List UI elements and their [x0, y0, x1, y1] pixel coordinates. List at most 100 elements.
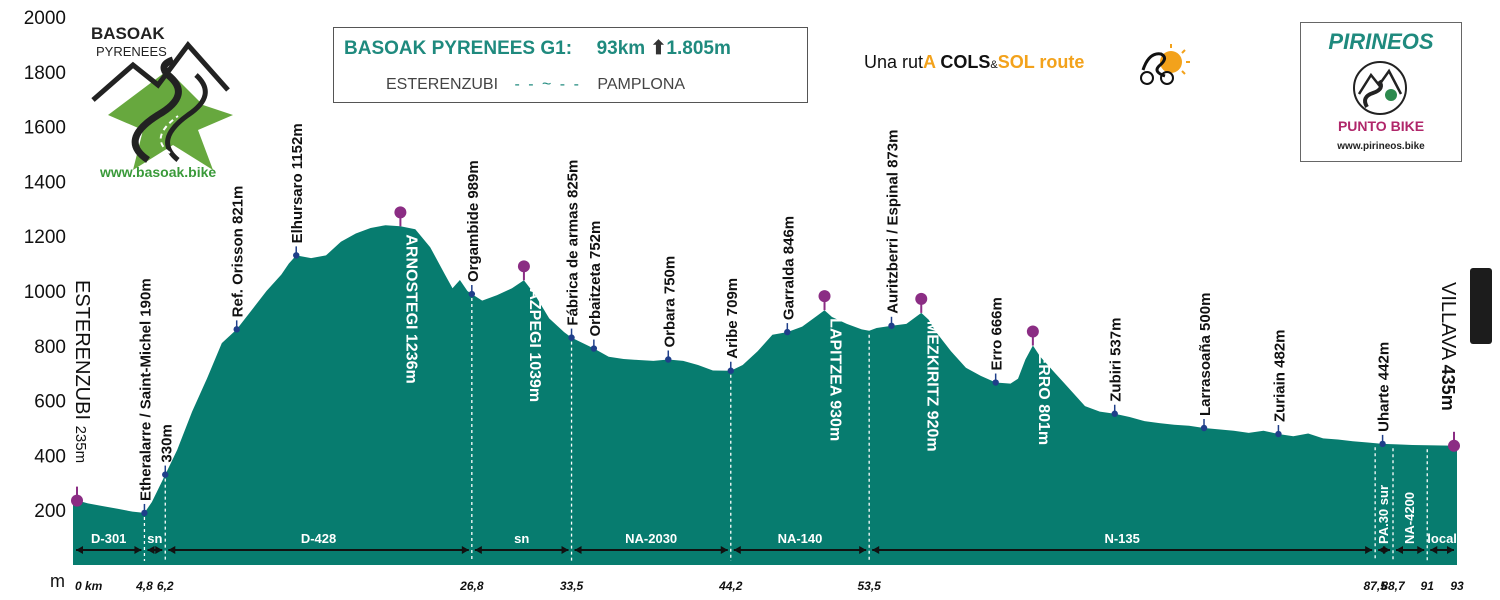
waypoint-label: Fábrica de armas 825m [565, 160, 582, 326]
climb-arrow-icon: ⬆ [650, 38, 667, 59]
summit-marker [915, 292, 928, 305]
arrow-right-icon [720, 546, 728, 554]
waypoint-label: Aribe 709m [724, 278, 741, 359]
waypoint-label: Etheralarre / Saint-Michel 190m [137, 278, 154, 501]
summit-marker [394, 206, 407, 219]
summit-label: ERRO 801m [1035, 354, 1052, 446]
waypoint-marker [568, 334, 575, 341]
y-tick-label: 400 [34, 446, 66, 467]
tagline-part: route [1034, 52, 1085, 72]
arrow-left-icon [76, 546, 83, 554]
punto-bike-label: PUNTO BIKE [1337, 118, 1425, 134]
basoak-url: www.basoak.bike [100, 164, 217, 180]
road-label: D-301 [91, 531, 126, 546]
y-tick-label: 1400 [24, 172, 66, 193]
x-tick-label: 26,8 [459, 579, 484, 593]
endpoint-label: VILLAVA 435m [1437, 282, 1459, 411]
waypoint-marker [1379, 440, 1386, 448]
arrow-right-icon [561, 546, 569, 554]
distance-unit-label: m [50, 571, 65, 591]
road-label: NA-4200 [1402, 492, 1417, 544]
waypoint-label: Orbara 750m [661, 256, 678, 348]
route-end: PAMPLONA [597, 76, 686, 93]
x-tick-label: 87,5 [1363, 579, 1387, 593]
summit-marker [818, 290, 831, 303]
x-tick-label: 88,7 [1381, 579, 1406, 593]
tagline-part: & [990, 59, 998, 71]
road-label: sn [147, 531, 162, 546]
summit-label: MEZKIRITZ 920m [923, 321, 940, 452]
arrow-left-icon [733, 546, 741, 554]
cols-sol-tagline: Una rutA COLS&SOL route [864, 52, 1084, 73]
tagline-part: A [923, 52, 941, 72]
road-label: sn [514, 531, 529, 546]
waypoint-marker [590, 345, 598, 352]
endpoint-altitude: 435m [1438, 365, 1458, 411]
summit-label: LAPITZEA 930m [827, 318, 844, 441]
road-label: NA-140 [778, 531, 823, 546]
basoak-logo-name: BASOAK [91, 24, 165, 43]
endpoint-marker [71, 494, 83, 507]
route-name: BASOAK PYRENEES G1: [344, 38, 573, 59]
waypoint-marker [1275, 430, 1282, 438]
y-tick-label: 200 [34, 501, 66, 522]
route-dash-icon: - - ~ - - [514, 76, 581, 93]
x-tick-label: 6,2 [157, 579, 174, 593]
route-distance: 93km [596, 38, 646, 59]
pirineos-url: www.pirineos.bike [1337, 141, 1425, 152]
endpoint-marker [1448, 439, 1460, 452]
route-title: BASOAK PYRENEES G1: 93km ⬆1.805m [344, 37, 731, 60]
x-tick-label: 33,5 [560, 579, 584, 593]
arrow-right-icon [1447, 546, 1454, 554]
basoak-logo-subtitle: PYRENEES [96, 44, 167, 59]
route-elevation-gain: 1.805m [666, 38, 731, 59]
y-tick-label: 2000 [24, 8, 66, 29]
y-tick-label: 1200 [24, 227, 66, 248]
waypoint-marker [468, 290, 476, 298]
route-start: ESTERENZUBI [386, 76, 499, 93]
arrow-left-icon [168, 546, 176, 554]
summit-marker [517, 260, 530, 273]
summit-label: ARNOSTEGI 1236m [402, 234, 419, 383]
waypoint-marker [293, 252, 300, 259]
road-label: PA.30 sur [1376, 485, 1391, 544]
y-tick-label: 1000 [24, 282, 66, 303]
arrow-right-icon [859, 546, 867, 554]
waypoint-label: Erro 666m [989, 297, 1006, 370]
waypoint-marker [1111, 410, 1118, 417]
arrow-left-icon [474, 546, 482, 554]
waypoint-marker [992, 379, 999, 386]
endpoint-name: VILLAVA [1437, 282, 1459, 365]
endpoint-altitude: 235m [72, 426, 89, 464]
pirineos-emblem-icon [1353, 61, 1407, 115]
endpoint-name: ESTERENZUBI [71, 280, 93, 426]
arrow-right-icon [1365, 546, 1373, 554]
arrow-left-icon [574, 546, 582, 554]
summit-label: AZPEGI 1039m [526, 288, 543, 402]
waypoint-label: Zuriain 482m [1271, 329, 1288, 422]
arrow-right-icon [1417, 546, 1425, 554]
pirineos-logo-box: PIRINEOS PUNTO BIKE www.pirineos.bike [1300, 22, 1462, 162]
arrow-right-icon [461, 546, 469, 554]
basoak-logo [91, 41, 233, 170]
waypoint-marker [727, 367, 734, 374]
waypoint-label: Orgambide 989m [465, 160, 482, 282]
cyclist-sun-icon [1140, 44, 1190, 85]
waypoint-label: Elhursaro 1152m [289, 123, 306, 243]
cc-license-icon [1470, 268, 1492, 344]
waypoint-label: Zubiri 537m [1108, 318, 1125, 402]
waypoint-marker [233, 326, 240, 333]
road-label: NA-2030 [625, 531, 677, 546]
x-tick-label: 53,5 [857, 579, 881, 593]
y-tick-label: 600 [34, 392, 66, 413]
arrow-left-icon [872, 546, 880, 554]
waypoint-label: Uharte 442m [1376, 342, 1393, 432]
road-label: local [1427, 531, 1457, 546]
route-endpoints: ESTERENZUBI - - ~ - - PAMPLONA [386, 76, 685, 94]
pirineos-logo-title: PIRINEOS [1328, 29, 1434, 54]
y-tick-label: 800 [34, 337, 66, 358]
waypoint-label: Orbaitzeta 752m [587, 221, 604, 337]
x-tick-label: 0 km [75, 579, 103, 593]
x-tick-label: 44,2 [718, 579, 743, 593]
